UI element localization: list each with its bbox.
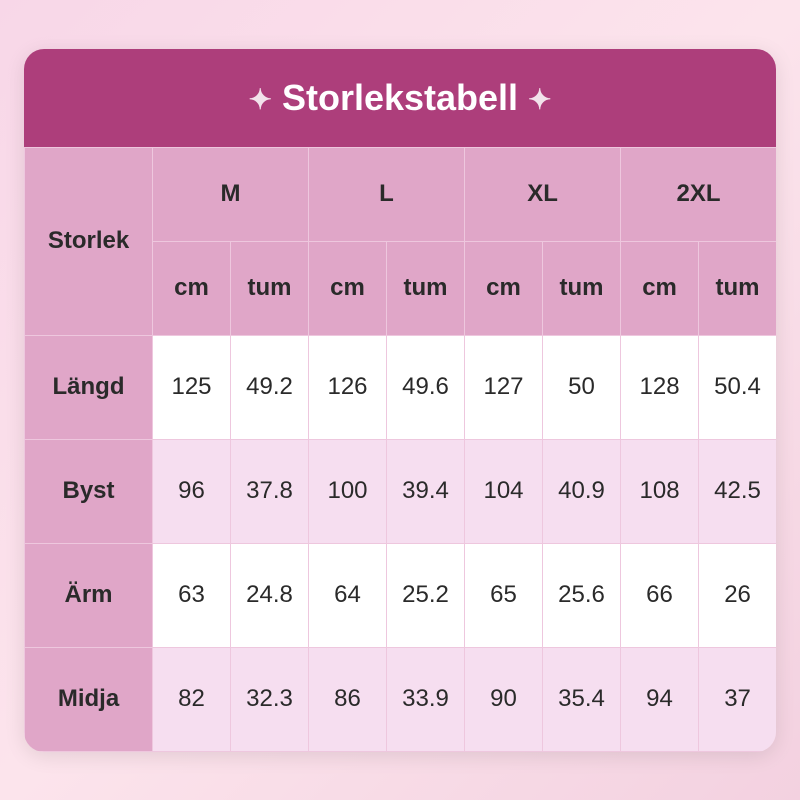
data-cell: 40.9 — [543, 439, 621, 543]
unit-header: tum — [231, 241, 309, 335]
data-cell: 35.4 — [543, 647, 621, 751]
data-cell: 90 — [465, 647, 543, 751]
data-cell: 86 — [309, 647, 387, 751]
size-header: 2XL — [621, 147, 776, 241]
size-table: Storlek M L XL 2XL cm tum cm tum cm tum … — [24, 147, 776, 752]
unit-header: cm — [309, 241, 387, 335]
table-row: Midja8232.38633.99035.49437 — [25, 647, 777, 751]
data-cell: 26 — [699, 543, 776, 647]
data-cell: 94 — [621, 647, 699, 751]
data-cell: 50.4 — [699, 335, 776, 439]
size-header: M — [153, 147, 309, 241]
size-chart-card: ✦ Storlekstabell ✦ Storlek M L XL 2XL cm t… — [24, 49, 776, 752]
data-cell: 128 — [621, 335, 699, 439]
unit-header: tum — [699, 241, 776, 335]
unit-header: cm — [621, 241, 699, 335]
table-body: Längd12549.212649.61275012850.4Byst9637.… — [25, 335, 777, 751]
table-row: Byst9637.810039.410440.910842.5 — [25, 439, 777, 543]
data-cell: 100 — [309, 439, 387, 543]
data-cell: 50 — [543, 335, 621, 439]
row-label: Längd — [25, 335, 153, 439]
title-bar: ✦ Storlekstabell ✦ — [24, 49, 776, 147]
unit-header: tum — [543, 241, 621, 335]
data-cell: 127 — [465, 335, 543, 439]
unit-header: tum — [387, 241, 465, 335]
sparkle-icon: ✦ — [528, 84, 551, 115]
data-cell: 104 — [465, 439, 543, 543]
data-cell: 65 — [465, 543, 543, 647]
data-cell: 49.6 — [387, 335, 465, 439]
data-cell: 108 — [621, 439, 699, 543]
data-cell: 37.8 — [231, 439, 309, 543]
unit-header: cm — [153, 241, 231, 335]
table-row: Längd12549.212649.61275012850.4 — [25, 335, 777, 439]
data-cell: 25.6 — [543, 543, 621, 647]
data-cell: 96 — [153, 439, 231, 543]
sparkle-icon: ✦ — [248, 84, 271, 115]
row-label: Midja — [25, 647, 153, 751]
data-cell: 24.8 — [231, 543, 309, 647]
data-cell: 32.3 — [231, 647, 309, 751]
data-cell: 25.2 — [387, 543, 465, 647]
table-row: Ärm6324.86425.26525.66626 — [25, 543, 777, 647]
data-cell: 64 — [309, 543, 387, 647]
chart-title: Storlekstabell — [282, 77, 518, 118]
data-cell: 126 — [309, 335, 387, 439]
unit-header: cm — [465, 241, 543, 335]
row-label: Ärm — [25, 543, 153, 647]
data-cell: 39.4 — [387, 439, 465, 543]
data-cell: 66 — [621, 543, 699, 647]
data-cell: 63 — [153, 543, 231, 647]
data-cell: 33.9 — [387, 647, 465, 751]
data-cell: 49.2 — [231, 335, 309, 439]
corner-label: Storlek — [25, 147, 153, 335]
data-cell: 42.5 — [699, 439, 776, 543]
row-label: Byst — [25, 439, 153, 543]
data-cell: 125 — [153, 335, 231, 439]
size-header: L — [309, 147, 465, 241]
data-cell: 82 — [153, 647, 231, 751]
data-cell: 37 — [699, 647, 776, 751]
size-header: XL — [465, 147, 621, 241]
